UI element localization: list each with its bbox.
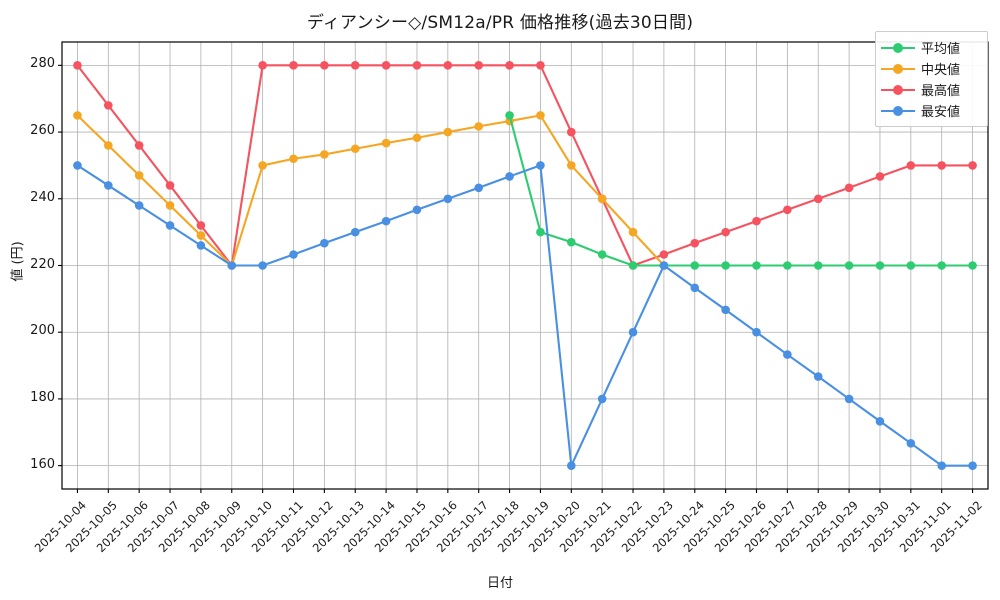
- legend-label: 最安値: [921, 105, 961, 120]
- y-tick-label: 280: [30, 56, 55, 72]
- legend-item: 平均値: [881, 37, 981, 58]
- x-axis-label: 日付: [486, 576, 513, 591]
- y-tick-label: 180: [30, 389, 55, 405]
- y-tick-label: 240: [30, 189, 55, 205]
- legend-label: 中央値: [921, 63, 961, 78]
- chart-title: ディアンシー◇/SM12a/PR 価格推移(過去30日間): [306, 13, 694, 33]
- legend-swatch-icon: [881, 104, 915, 118]
- legend-swatch-icon: [881, 62, 915, 76]
- legend-item: 中央値: [881, 58, 981, 79]
- y-tick-label: 160: [30, 456, 55, 472]
- legend-item: 最高値: [881, 79, 981, 100]
- y-axis-label: 値 (円): [10, 241, 26, 282]
- legend-label: 最高値: [921, 84, 961, 99]
- y-tick-label: 260: [30, 123, 55, 139]
- y-tick-label: 200: [30, 323, 55, 339]
- chart-legend: 平均値中央値最高値最安値: [875, 31, 988, 127]
- legend-label: 平均値: [921, 42, 961, 57]
- legend-item: 最安値: [881, 100, 981, 121]
- y-axis-ticks: 160 180 200 220 240 260 280: [0, 0, 55, 600]
- y-tick-label: 220: [30, 256, 55, 272]
- legend-swatch-icon: [881, 41, 915, 55]
- legend-swatch-icon: [881, 83, 915, 97]
